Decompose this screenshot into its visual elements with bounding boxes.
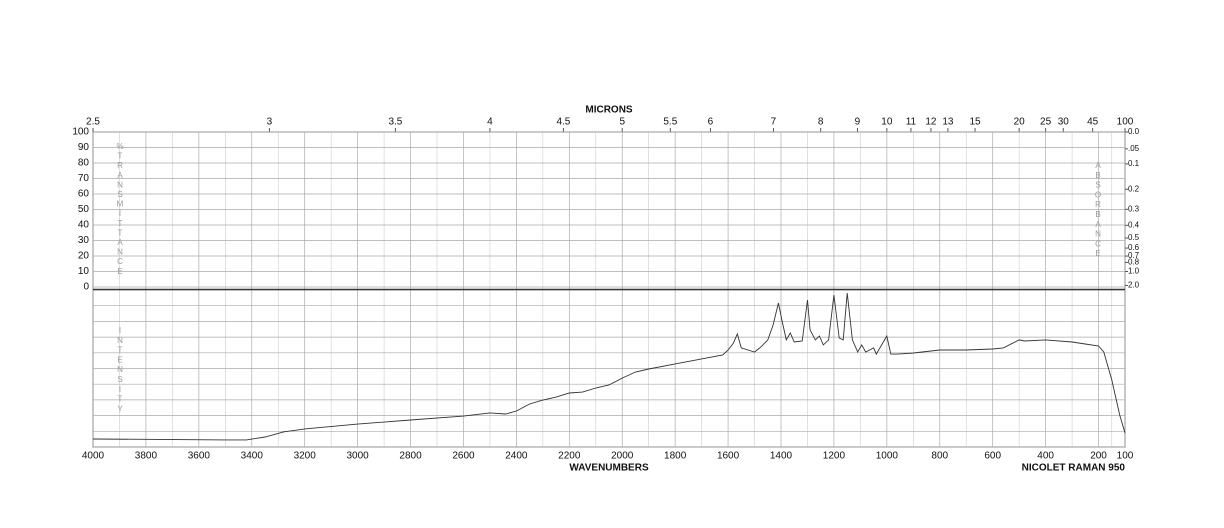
x-tick-label: 800 [931, 451, 948, 462]
micron-tick-label: 13 [942, 117, 954, 128]
micron-tick-label: 7 [771, 117, 777, 128]
x-tick-label: 2800 [399, 451, 422, 462]
y-axis-label: % T R A N S M I T T A N C E [116, 142, 123, 276]
micron-tick-label: 100 [1117, 117, 1134, 128]
y-tick-label: 20 [78, 251, 90, 262]
x-tick-label: 3400 [241, 451, 264, 462]
x-tick-label: 1400 [770, 451, 793, 462]
micron-tick-label: 9 [855, 117, 861, 128]
y2-tick-label: 0.4 [1128, 220, 1140, 229]
y2-tick-label: 1.0 [1128, 267, 1140, 276]
micron-tick-label: 25 [1040, 117, 1052, 128]
y-tick-label: 90 [78, 142, 90, 153]
x-tick-label: 1200 [823, 451, 846, 462]
x-tick-label: 1800 [664, 451, 687, 462]
micron-tick-label: 45 [1087, 117, 1099, 128]
y2-tick-label: 0.0 [1128, 127, 1140, 136]
micron-tick-label: 10 [881, 117, 893, 128]
micron-tick-label: 30 [1058, 117, 1070, 128]
x-tick-label: 2200 [558, 451, 581, 462]
x-tick-label: 3200 [294, 451, 317, 462]
y-tick-label: 70 [78, 173, 90, 184]
y2-tick-label: 0.7 [1128, 251, 1140, 260]
y2-tick-label: 0.2 [1128, 184, 1140, 193]
x-tick-label: 2400 [505, 451, 528, 462]
y-tick-label: 30 [78, 235, 90, 246]
x-tick-label: 3600 [188, 451, 211, 462]
y2-tick-label: 2.0 [1128, 281, 1140, 290]
micron-tick-label: 15 [969, 117, 981, 128]
micron-tick-label: 2.5 [86, 117, 100, 128]
x-axis-label: WAVENUMBERS [569, 463, 649, 474]
micron-tick-label: 5.5 [663, 117, 677, 128]
micron-tick-label: 3.5 [388, 117, 402, 128]
micron-tick-label: 4 [487, 117, 493, 128]
x-tick-label: 1600 [717, 451, 740, 462]
y-tick-label: 40 [78, 220, 90, 231]
y2-tick-label: 0.5 [1128, 233, 1140, 242]
x-tick-label: 2000 [611, 451, 634, 462]
instrument-label: NICOLET RAMAN 950 [1022, 463, 1126, 474]
x-tick-label: 3800 [135, 451, 158, 462]
y-tick-label: 50 [78, 204, 90, 215]
x-tick-label: 100 [1117, 451, 1134, 462]
micron-tick-label: 8 [818, 117, 824, 128]
x-tick-label: 3000 [346, 451, 369, 462]
x-tick-label: 4000 [82, 451, 105, 462]
micron-tick-label: 20 [1014, 117, 1026, 128]
top-axis-label: MICRONS [585, 105, 633, 116]
y2-tick-label: .05 [1128, 144, 1140, 153]
x-tick-label: 2600 [452, 451, 475, 462]
spectrum-line [92, 292, 1126, 441]
y-tick-label: 100 [72, 127, 89, 138]
micron-tick-label: 3 [267, 117, 273, 128]
y-tick-label: 0 [83, 282, 89, 293]
y2-tick-label: 0.3 [1128, 204, 1140, 213]
x-tick-label: 600 [984, 451, 1001, 462]
x-tick-label: 400 [1037, 451, 1054, 462]
x-tick-label: 1000 [876, 451, 899, 462]
micron-tick-label: 11 [906, 117, 917, 128]
micron-tick-label: 6 [708, 117, 714, 128]
micron-tick-label: 12 [925, 117, 937, 128]
y2-tick-label: 0.1 [1128, 159, 1140, 168]
y2-tick-label: 0.6 [1128, 243, 1140, 252]
y2-tick-label: 0.8 [1128, 258, 1140, 267]
y-tick-label: 10 [78, 266, 90, 277]
x-tick-label: 200 [1090, 451, 1107, 462]
micron-tick-label: 4.5 [556, 117, 570, 128]
y-tick-label: 80 [78, 158, 90, 169]
y-tick-label: 60 [78, 189, 90, 200]
micron-tick-label: 5 [619, 117, 625, 128]
